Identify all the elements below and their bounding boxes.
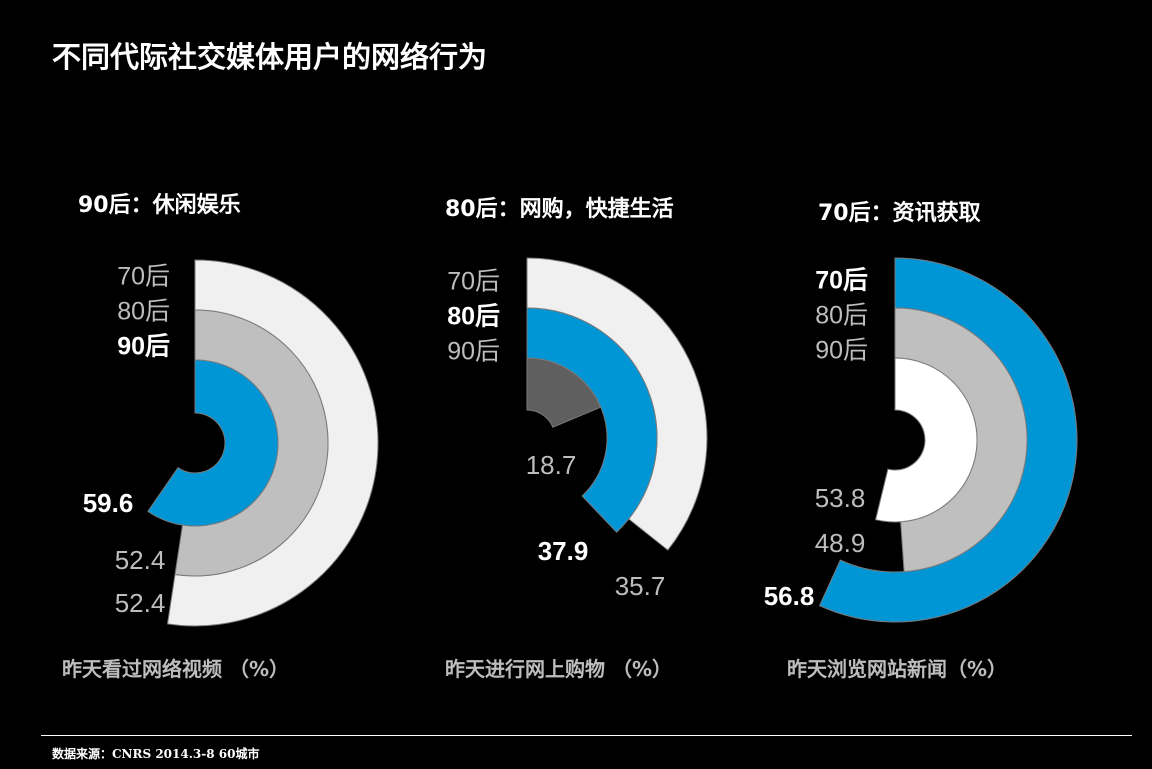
chart-1-legend-80后: 80后 — [117, 298, 170, 326]
chart-1-legend-70后: 70后 — [117, 263, 170, 291]
chart-1-legend-90后: 90后 — [117, 333, 170, 361]
chart-2-subtitle: 80后：网购，快捷生活 — [445, 197, 674, 222]
chart-2-value-70后: 35.7 — [615, 571, 666, 601]
chart-2-legend-90后: 90后 — [447, 338, 500, 366]
chart-3-legend-80后: 80后 — [815, 302, 868, 330]
chart-3-xlabel: 昨天浏览网站新闻（%） — [787, 657, 1008, 681]
chart-3-subtitle: 70后：资讯获取 — [818, 201, 981, 226]
page-title: 不同代际社交媒体用户的网络行为 — [52, 40, 488, 74]
chart-1-xlabel: 昨天看过网络视频 （%） — [62, 657, 290, 681]
chart-2-value-80后: 37.9 — [538, 536, 589, 566]
chart-3-value-80后: 48.9 — [815, 528, 866, 558]
chart-2-legend-80后: 80后 — [447, 303, 500, 331]
chart-3-value-70后: 56.8 — [764, 581, 815, 611]
chart-2-value-90后: 18.7 — [526, 450, 577, 480]
chart-3-value-90后: 53.8 — [815, 483, 866, 513]
chart-3-bar-90后 — [875, 357, 978, 523]
chart-3-legend-90后: 90后 — [815, 337, 868, 365]
chart-1-value-70后: 52.4 — [115, 588, 166, 618]
chart-1-value-80后: 52.4 — [115, 545, 166, 575]
footer-divider — [41, 735, 1132, 736]
chart-1-subtitle: 90后：休闲娱乐 — [78, 193, 241, 218]
source-note: 数据来源：CNRS 2014.3-8 60城市 — [52, 747, 260, 761]
chart-2-xlabel: 昨天进行网上购物 （%） — [445, 657, 673, 681]
chart-2-bar-90后 — [526, 357, 602, 428]
chart-1-value-90后: 59.6 — [83, 488, 134, 518]
chart-2-legend-70后: 70后 — [447, 268, 500, 296]
chart-3-legend-70后: 70后 — [815, 267, 868, 295]
chart-1-bar-90后 — [147, 359, 279, 527]
